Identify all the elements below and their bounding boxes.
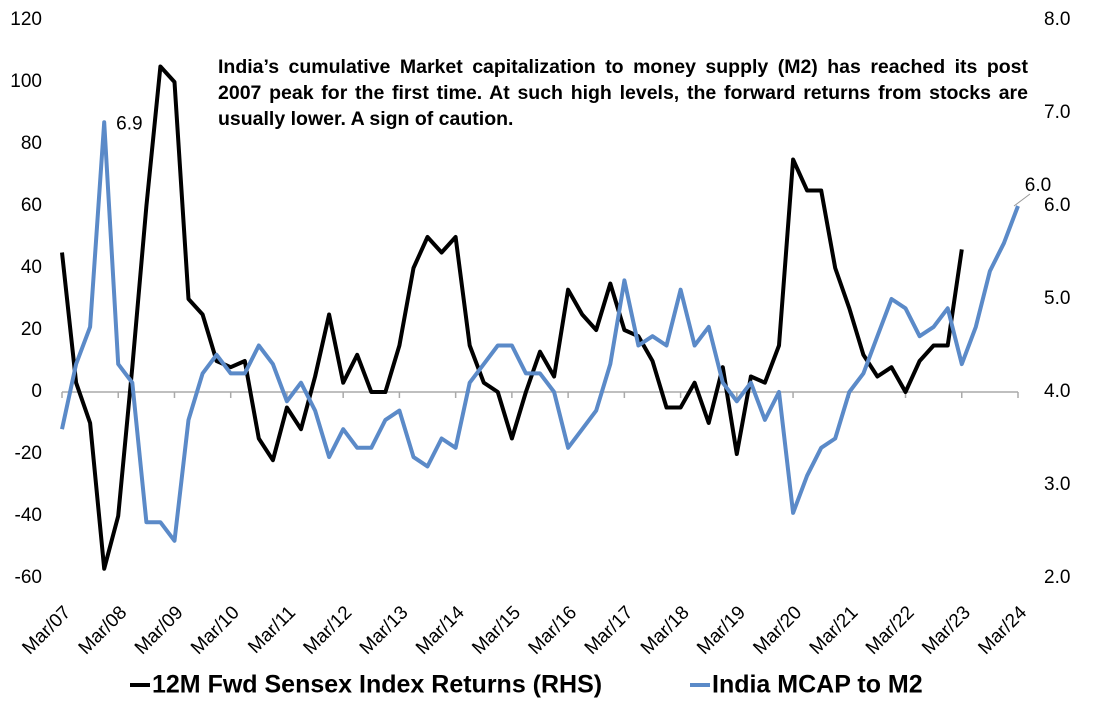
x-tick-label: Mar/18 [637, 602, 694, 659]
x-tick-label: Mar/22 [862, 602, 919, 659]
y2-tick-label: 8.0 [1044, 9, 1070, 30]
series-line [60, 120, 1020, 543]
y-tick-label: 80 [21, 133, 42, 154]
x-tick-label: Mar/11 [244, 602, 300, 658]
point-label: 6.9 [116, 113, 142, 134]
x-tick-label: Mar/08 [75, 602, 132, 659]
x-tick-label: Mar/21 [806, 602, 863, 659]
y-tick-label: 60 [21, 195, 42, 216]
series-line [60, 64, 964, 571]
x-tick-label: Mar/23 [918, 602, 975, 659]
x-tick-label: Mar/15 [468, 602, 525, 659]
y2-tick-label: 6.0 [1044, 195, 1070, 216]
x-tick-label: Mar/20 [749, 602, 806, 659]
point-label: 6.0 [1025, 175, 1051, 196]
y2-tick-label: 2.0 [1044, 567, 1070, 588]
y-tick-label: 20 [21, 319, 42, 340]
x-tick-label: Mar/09 [131, 602, 188, 659]
y-tick-label: 40 [21, 257, 42, 278]
y-tick-label: 120 [10, 9, 42, 30]
y2-tick-label: 7.0 [1044, 102, 1070, 123]
y-tick-label: -20 [15, 443, 42, 464]
x-tick-label: Mar/17 [581, 602, 638, 659]
y-tick-label: -60 [15, 567, 42, 588]
x-tick-label: Mar/14 [412, 602, 469, 659]
y-tick-label: 0 [31, 381, 42, 402]
y2-tick-label: 4.0 [1044, 381, 1070, 402]
leader-line [1013, 193, 1031, 207]
y2-tick-label: 5.0 [1044, 288, 1070, 309]
x-tick-label: Mar/07 [18, 602, 75, 659]
y-tick-label: 100 [10, 71, 42, 92]
x-tick-label: Mar/24 [974, 602, 1031, 659]
x-tick-label: Mar/10 [187, 602, 244, 659]
x-tick-label: Mar/19 [693, 602, 750, 659]
x-tick-label: Mar/16 [525, 602, 582, 659]
y2-tick-label: 3.0 [1044, 474, 1070, 495]
annotation: India’s cumulative Market capitalization… [218, 56, 1028, 130]
legend-label: India MCAP to M2 [712, 671, 923, 699]
legend-label: 12M Fwd Sensex Index Returns (RHS) [152, 671, 602, 699]
y-tick-label: -40 [15, 505, 42, 526]
x-tick-label: Mar/13 [356, 602, 413, 659]
x-tick-label: Mar/12 [300, 602, 357, 659]
